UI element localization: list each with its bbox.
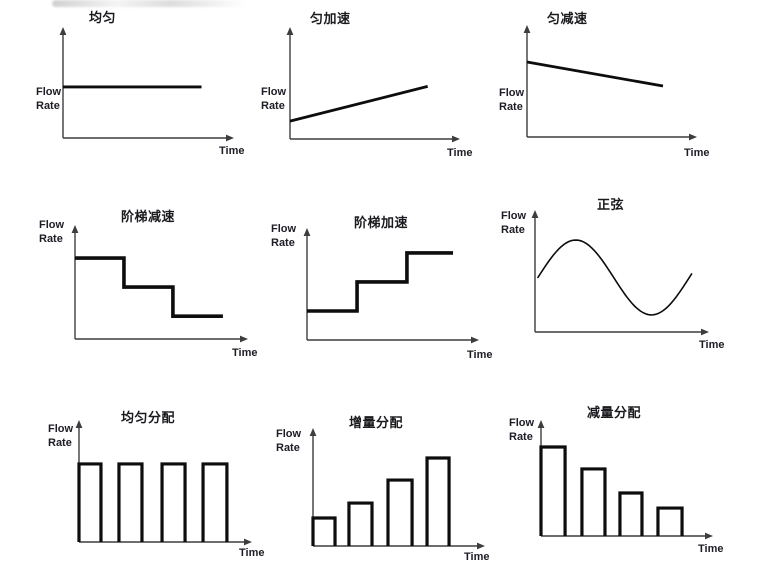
y-axis-label: Flow Rate: [501, 210, 527, 236]
x-axis-label: Time: [239, 547, 265, 559]
y-axis-label: Flow Rate: [36, 86, 62, 112]
y-axis-label: Flow Rate: [499, 87, 525, 113]
chart-title: 增量分配: [349, 415, 404, 430]
x-axis-label: Time: [698, 543, 724, 555]
chart-title: 正弦: [597, 197, 625, 212]
y-axis-label: Flow Rate: [261, 86, 287, 112]
x-axis-label: Time: [699, 339, 725, 351]
chart-title: 阶梯减速: [121, 209, 176, 224]
chart-title: 匀减速: [547, 11, 588, 26]
y-axis-label: Flow Rate: [509, 417, 535, 443]
y-axis-label: Flow Rate: [276, 428, 302, 454]
x-axis-label: Time: [467, 349, 493, 361]
chart-title: 匀加速: [310, 11, 351, 26]
chart-title: 阶梯加速: [354, 215, 409, 230]
x-axis-label: Time: [464, 551, 490, 563]
y-axis-label: Flow Rate: [271, 223, 297, 249]
chart-title: 均匀: [89, 10, 117, 25]
y-axis-label: Flow Rate: [48, 423, 74, 449]
chart-title: 减量分配: [587, 405, 642, 420]
x-axis-label: Time: [232, 347, 258, 359]
x-axis-label: Time: [684, 147, 710, 159]
chart-title: 均匀分配: [121, 410, 176, 425]
x-axis-label: Time: [447, 147, 473, 159]
y-axis-label: Flow Rate: [39, 219, 65, 245]
x-axis-label: Time: [219, 145, 245, 157]
